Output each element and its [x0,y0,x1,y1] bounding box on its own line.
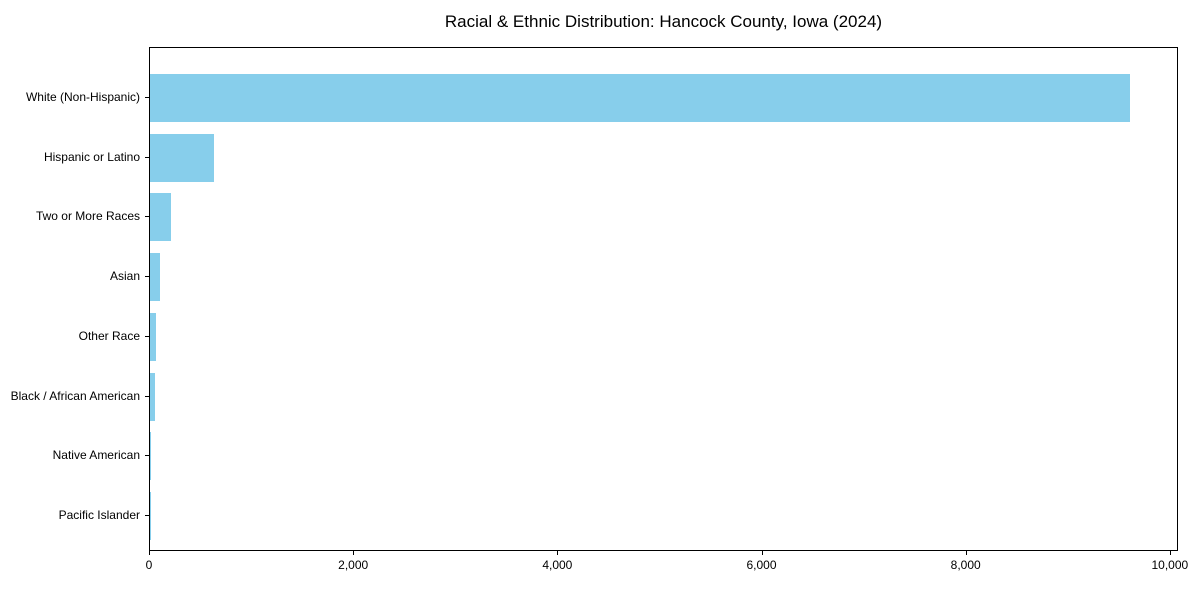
bar-white-non-hispanic [150,74,1130,122]
y-tick-label: Native American [52,448,140,463]
y-tick-label: Other Race [78,328,140,343]
chart-title: Racial & Ethnic Distribution: Hancock Co… [444,12,883,31]
x-tick-label: 2,000 [338,558,369,572]
y-tick-mark [145,97,149,98]
x-tick-label: 0 [145,558,153,572]
x-tick-label: 6,000 [746,558,777,572]
y-tick-mark [145,276,149,278]
y-tick-label: Black / African American [10,388,140,403]
y-tick-mark [145,216,149,218]
x-tick-mark [965,551,967,555]
y-tick-label: Hispanic or Latino [43,149,140,164]
y-tick-label: White (Non-Hispanic) [25,90,140,104]
y-tick-label: Two or More Races [35,209,140,224]
bar-hispanic-or-latino [150,133,215,182]
x-tick-mark [1169,551,1171,555]
plot-area [149,47,1178,551]
y-tick-mark [145,395,149,397]
y-tick-mark [145,514,149,516]
bar-two-or-more-races [150,193,171,242]
x-tick-mark [761,551,763,555]
x-tick-mark [149,551,150,555]
bar-other-race [150,312,157,361]
x-tick-mark [353,551,355,555]
y-tick-label: Pacific Islander [58,507,140,522]
y-tick-mark [145,455,149,457]
x-tick-label: 10,000 [1151,558,1189,572]
bar-asian [150,253,161,302]
bar-native-american [150,432,152,481]
y-tick-mark [145,335,149,337]
x-tick-label: 8,000 [950,558,981,572]
x-tick-mark [557,551,559,555]
y-tick-label: Asian [109,269,140,284]
y-tick-mark [145,156,149,158]
bar-black-african-american [150,372,155,421]
x-tick-label: 4,000 [542,558,573,572]
